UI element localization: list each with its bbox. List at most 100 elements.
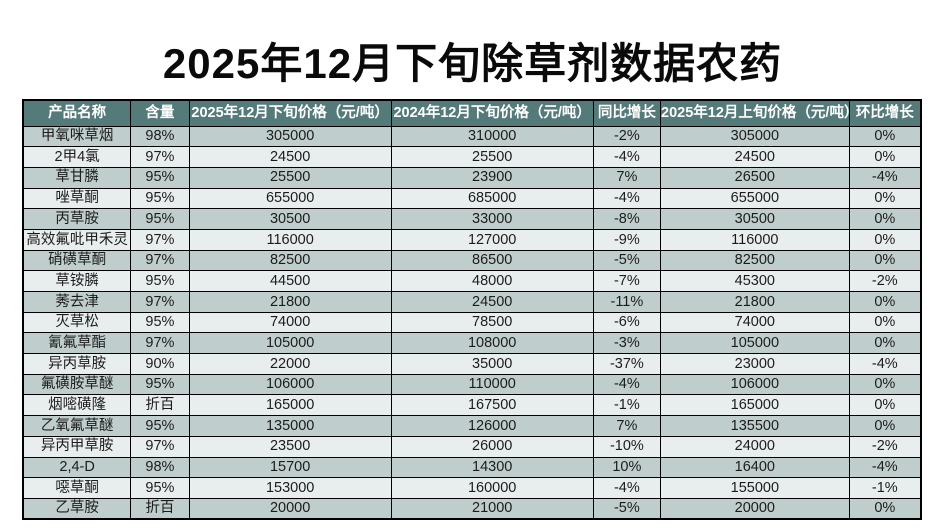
table-cell: 0%	[848, 146, 922, 168]
table-row: 草铵膦 95% 44500 48000 -7% 45300 -2%	[22, 270, 922, 292]
table-cell: 97%	[130, 291, 190, 313]
table-cell: 167500	[390, 394, 594, 417]
table-cell: 21800	[660, 291, 850, 313]
column-header: 环比增长	[848, 99, 922, 127]
table-body: 甲氧咪草烟 98% 305000 310000 -2% 305000 0% 2甲4氯 97% 24…	[22, 125, 922, 520]
table-cell: -6%	[592, 311, 662, 334]
table-cell: 97%	[130, 435, 190, 458]
table-cell: 7%	[592, 415, 662, 437]
table-cell: 95%	[130, 415, 190, 437]
table-cell: 105000	[660, 332, 850, 355]
table-cell: -2%	[848, 270, 922, 292]
product-name-cell: 高效氟吡甲禾灵	[22, 228, 132, 251]
product-name-cell: 丙草胺	[22, 208, 132, 230]
table-cell: 15700	[188, 456, 392, 479]
table-cell: 26500	[660, 166, 850, 189]
table-cell: 0%	[848, 187, 922, 210]
table-row: 噁草酮 95% 153000 160000 -4% 155000 -1%	[22, 477, 922, 499]
table-cell: 98%	[130, 456, 190, 479]
table-cell: -9%	[592, 228, 662, 251]
table-cell: -4%	[592, 373, 662, 396]
table-cell: 30500	[660, 208, 850, 230]
table-cell: 135000	[188, 415, 392, 437]
table-cell: 24500	[390, 291, 594, 313]
table-cell: 105000	[188, 332, 392, 355]
product-name-cell: 草甘膦	[22, 166, 132, 189]
table-cell: -4%	[848, 353, 922, 375]
table-cell: 116000	[188, 228, 392, 251]
table-cell: 0%	[848, 311, 922, 334]
table-cell: -2%	[592, 125, 662, 148]
table-cell: 655000	[660, 187, 850, 210]
product-name-cell: 唑草酮	[22, 187, 132, 210]
table-cell: 108000	[390, 332, 594, 355]
herbicide-price-table: 产品名称 含量 2025年12月下旬价格（元/吨） 2024年12月下旬价格（元/吨）…	[22, 99, 922, 521]
table-cell: 305000	[188, 125, 392, 148]
table-cell: 0%	[848, 394, 922, 417]
table-cell: 97%	[130, 228, 190, 251]
table-cell: 97%	[130, 332, 190, 355]
column-header: 同比增长	[592, 99, 662, 127]
table-cell: -4%	[592, 187, 662, 210]
table-row: 草甘膦 95% 25500 23900 7% 26500 -4%	[22, 166, 922, 189]
table-cell: 20000	[660, 497, 850, 520]
table-cell: 95%	[130, 270, 190, 292]
table-cell: -2%	[848, 435, 922, 458]
table-row: 2甲4氯 97% 24500 25500 -4% 24500 0%	[22, 146, 922, 168]
table-cell: 24500	[660, 146, 850, 168]
table-row: 异丙草胺 90% 22000 35000 -37% 23000 -4%	[22, 353, 922, 375]
table-cell: -3%	[592, 332, 662, 355]
table-row: 甲氧咪草烟 98% 305000 310000 -2% 305000 0%	[22, 125, 922, 148]
table-cell: 折百	[130, 394, 190, 417]
page-title: 2025年12月下旬除草剂数据农药	[162, 40, 783, 87]
table-cell: 7%	[592, 166, 662, 189]
table-cell: 116000	[660, 228, 850, 251]
header-row: 产品名称 含量 2025年12月下旬价格（元/吨） 2024年12月下旬价格（元/吨）…	[22, 99, 922, 127]
table-cell: 16400	[660, 456, 850, 479]
table-cell: 20000	[188, 497, 392, 520]
table-cell: 25500	[188, 166, 392, 189]
table-row: 乙草胺 折百 20000 21000 -5% 20000 0%	[22, 497, 922, 520]
table-cell: 74000	[660, 311, 850, 334]
table-cell: 95%	[130, 166, 190, 189]
table-cell: 21000	[390, 497, 594, 520]
table-cell: 86500	[390, 249, 594, 272]
table-cell: -8%	[592, 208, 662, 230]
product-name-cell: 乙氧氟草醚	[22, 415, 132, 437]
table-cell: 10%	[592, 456, 662, 479]
table-cell: 97%	[130, 146, 190, 168]
table-cell: 82500	[660, 249, 850, 272]
table-row: 乙氧氟草醚 95% 135000 126000 7% 135500 0%	[22, 415, 922, 437]
table-cell: -4%	[592, 146, 662, 168]
product-name-cell: 氰氟草酯	[22, 332, 132, 355]
table-cell: 310000	[390, 125, 594, 148]
table-cell: -5%	[592, 249, 662, 272]
table-cell: -5%	[592, 497, 662, 520]
product-name-cell: 灭草松	[22, 311, 132, 334]
table-cell: 0%	[848, 332, 922, 355]
table-cell: 0%	[848, 373, 922, 396]
table-row: 丙草胺 95% 30500 33000 -8% 30500 0%	[22, 208, 922, 230]
table-cell: 74000	[188, 311, 392, 334]
column-header: 含量	[130, 99, 190, 127]
product-name-cell: 2甲4氯	[22, 146, 132, 168]
table-cell: -4%	[848, 456, 922, 479]
table-row: 硝磺草酮 97% 82500 86500 -5% 82500 0%	[22, 249, 922, 272]
table-cell: 90%	[130, 353, 190, 375]
table-row: 异丙甲草胺 97% 23500 26000 -10% 24000 -2%	[22, 435, 922, 458]
table-cell: 95%	[130, 208, 190, 230]
table-cell: 135500	[660, 415, 850, 437]
table-cell: 127000	[390, 228, 594, 251]
table-cell: -1%	[848, 477, 922, 499]
product-name-cell: 甲氧咪草烟	[22, 125, 132, 148]
table-cell: 95%	[130, 187, 190, 210]
table-cell: 0%	[848, 415, 922, 437]
table-cell: 165000	[188, 394, 392, 417]
table-cell: 0%	[848, 228, 922, 251]
table-cell: 685000	[390, 187, 594, 210]
table-row: 氟磺胺草醚 95% 106000 110000 -4% 106000 0%	[22, 373, 922, 396]
table-cell: 0%	[848, 497, 922, 520]
table-cell: 106000	[660, 373, 850, 396]
column-header: 2025年12月下旬价格（元/吨）	[188, 99, 392, 127]
table-cell: 25500	[390, 146, 594, 168]
